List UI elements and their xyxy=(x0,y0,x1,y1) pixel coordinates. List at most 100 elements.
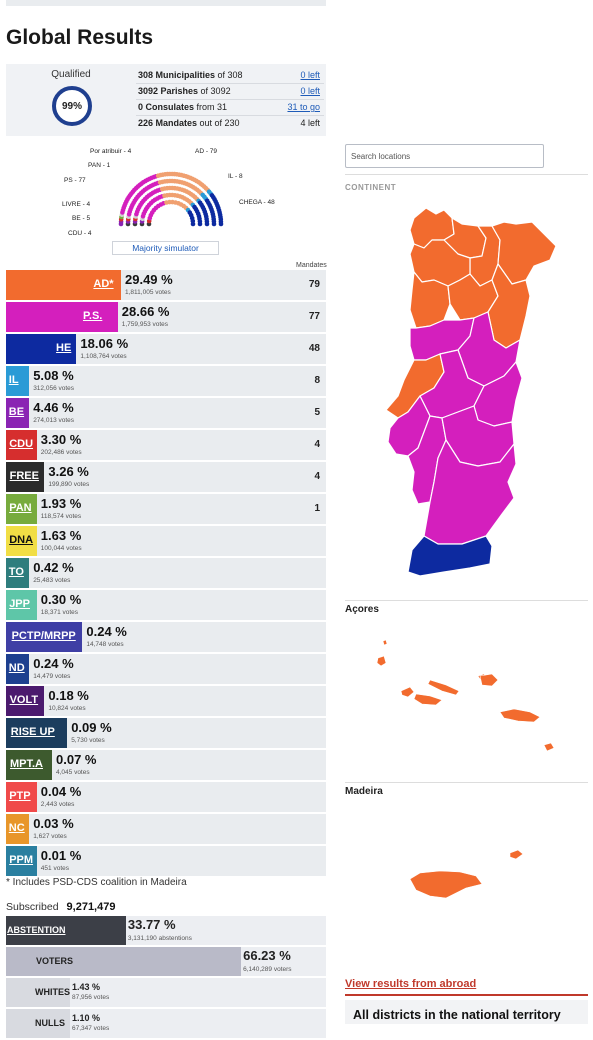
summary-remaining-link[interactable]: 0 left xyxy=(300,86,320,96)
party-row[interactable]: PTP 0.04 % 2,443 votes xyxy=(6,782,326,812)
party-row[interactable]: TO 0.42 % 25,483 votes xyxy=(6,558,326,588)
party-votes: 312,056 votes xyxy=(33,385,75,392)
party-label-link[interactable]: HE xyxy=(56,342,72,354)
party-label-link[interactable]: PTP xyxy=(9,790,31,802)
party-label-link[interactable]: ND xyxy=(8,662,25,674)
party-label-link[interactable]: PCTP/MRPP xyxy=(11,630,76,642)
continent-map[interactable] xyxy=(374,200,560,580)
party-row[interactable]: AD* 29.49 % 1,811,005 votes 79 xyxy=(6,270,326,300)
all-districts-header: All districts in the national territory xyxy=(345,1000,588,1024)
summary-remaining-link[interactable]: 0 left xyxy=(300,70,320,80)
turnout-row[interactable]: VOTERS 66.23 % 6,140,289 voters xyxy=(6,947,326,976)
party-label-link[interactable]: FREE xyxy=(9,470,39,482)
party-votes: 2,443 votes xyxy=(40,801,75,808)
party-percentage: 3.30 % xyxy=(40,432,82,447)
summary-remaining-link[interactable]: 31 to go xyxy=(287,102,320,112)
party-row[interactable]: JPP 0.30 % 18,371 votes xyxy=(6,590,326,620)
party-row[interactable]: DNA 1.63 % 100,044 votes xyxy=(6,526,326,556)
divider xyxy=(345,174,588,175)
summary-row: 0 Consulates from 31 31 to go xyxy=(136,100,324,116)
turnout-bar xyxy=(6,978,70,1007)
map-island-faial xyxy=(400,686,415,698)
party-row[interactable]: IL 5.08 % 312,056 votes 8 xyxy=(6,366,326,396)
hemicycle-label-por-atribuir: Por atribuir - 4 xyxy=(90,148,132,155)
map-island-porto-santo xyxy=(509,849,524,860)
search-input[interactable] xyxy=(345,144,544,168)
party-label-link[interactable]: DNA xyxy=(9,534,34,546)
party-votes: 1,811,005 votes xyxy=(125,289,171,296)
party-label-link[interactable]: CDU xyxy=(9,438,34,450)
party-bar xyxy=(6,334,77,364)
qualified-donut: 99% xyxy=(52,86,92,126)
acores-map[interactable] xyxy=(374,636,560,756)
party-mandates: 8 xyxy=(314,375,320,386)
party-percentage: 0.30 % xyxy=(40,592,82,607)
party-label-link[interactable]: RISE UP xyxy=(10,726,55,738)
divider-red xyxy=(345,994,588,996)
party-label-link[interactable]: JPP xyxy=(9,598,30,610)
divider xyxy=(345,600,588,601)
map-district-guarda xyxy=(487,263,531,349)
summary-total: from 31 xyxy=(194,102,228,112)
party-row[interactable]: RISE UP 0.09 % 5,730 votes xyxy=(6,718,326,748)
turnout-row[interactable]: WHITES 1.43 % 87,956 votes xyxy=(6,978,326,1007)
party-row[interactable]: HE 18.06 % 1,108,764 votes 48 xyxy=(6,334,326,364)
party-bar xyxy=(6,494,37,524)
party-label-link[interactable]: AD* xyxy=(93,278,114,290)
party-votes: 274,013 votes xyxy=(33,417,75,424)
summary-panel: Qualified 99% 308 Municipalities of 308 0… xyxy=(6,64,326,136)
party-bar xyxy=(6,558,30,588)
party-row[interactable]: FREE 3.26 % 199,890 votes 4 xyxy=(6,462,326,492)
party-label-link[interactable]: PPM xyxy=(9,854,34,866)
party-row[interactable]: PPM 0.01 % 451 votes xyxy=(6,846,326,876)
party-label-link[interactable]: NC xyxy=(8,822,25,834)
turnout-label[interactable]: ABSTENTION xyxy=(7,925,66,935)
party-bar xyxy=(6,686,45,716)
party-label-link[interactable]: MPT.A xyxy=(10,758,43,770)
view-abroad-link[interactable]: View results from abroad xyxy=(345,978,477,990)
turnout-row[interactable]: ABSTENTION 33.77 % 3,131,190 abstentions xyxy=(6,916,326,945)
party-bar xyxy=(6,846,37,876)
party-row[interactable]: P.S. 28.66 % 1,759,953 votes 77 xyxy=(6,302,326,332)
map-island-madeira xyxy=(409,870,483,899)
party-row[interactable]: PAN 1.93 % 118,574 votes 1 xyxy=(6,494,326,524)
party-bar xyxy=(6,462,45,492)
summary-count: 226 Mandates xyxy=(138,118,198,128)
turnout-percentage: 1.10 % xyxy=(72,1013,101,1023)
party-label-link[interactable]: BE xyxy=(8,406,25,418)
party-row[interactable]: VOLT 0.18 % 10,824 votes xyxy=(6,686,326,716)
party-row[interactable]: ND 0.24 % 14,479 votes xyxy=(6,654,326,684)
party-bar xyxy=(6,814,30,844)
map-island-flores xyxy=(376,655,387,667)
party-percentage: 5.08 % xyxy=(33,368,74,383)
summary-row: 226 Mandates out of 230 4 left xyxy=(136,116,324,132)
subscribed: Subscribed 9,271,479 xyxy=(6,901,115,913)
party-label-link[interactable]: VOLT xyxy=(9,694,39,706)
party-row[interactable]: PCTP/MRPP 0.24 % 14,748 votes xyxy=(6,622,326,652)
madeira-map[interactable] xyxy=(406,846,526,912)
party-percentage: 0.04 % xyxy=(40,784,82,799)
majority-simulator-button[interactable]: Majority simulator xyxy=(112,241,219,255)
party-votes: 5,730 votes xyxy=(71,737,105,744)
party-votes: 100,044 votes xyxy=(40,545,82,552)
party-row[interactable]: MPT.A 0.07 % 4,045 votes xyxy=(6,750,326,780)
party-votes: 1,759,953 votes xyxy=(121,321,169,328)
party-percentage: 0.24 % xyxy=(86,624,127,639)
party-label-link[interactable]: IL xyxy=(8,374,19,386)
party-label-link[interactable]: PAN xyxy=(9,502,32,514)
party-votes: 1,108,764 votes xyxy=(80,353,127,360)
party-row[interactable]: NC 0.03 % 1,627 votes xyxy=(6,814,326,844)
map-island-santa-maria xyxy=(543,742,555,752)
turnout-list: ABSTENTION 33.77 % 3,131,190 abstentions VO… xyxy=(6,916,326,1040)
hemicycle-chart: Por atribuir - 4 PAN - 1 PS - 77 LIVRE -… xyxy=(6,144,326,240)
hemicycle-label-be: BE - 5 xyxy=(72,215,91,222)
party-percentage: 0.01 % xyxy=(40,848,82,863)
party-row[interactable]: BE 4.46 % 274,013 votes 5 xyxy=(6,398,326,428)
party-percentage: 0.18 % xyxy=(48,688,89,703)
party-row[interactable]: CDU 3.30 % 202,486 votes 4 xyxy=(6,430,326,460)
party-label-link[interactable]: P.S. xyxy=(82,310,103,322)
party-votes: 14,479 votes xyxy=(33,673,71,680)
party-label-link[interactable]: TO xyxy=(8,566,24,578)
party-percentage: 0.03 % xyxy=(33,816,74,831)
party-percentage: 0.42 % xyxy=(33,560,74,575)
